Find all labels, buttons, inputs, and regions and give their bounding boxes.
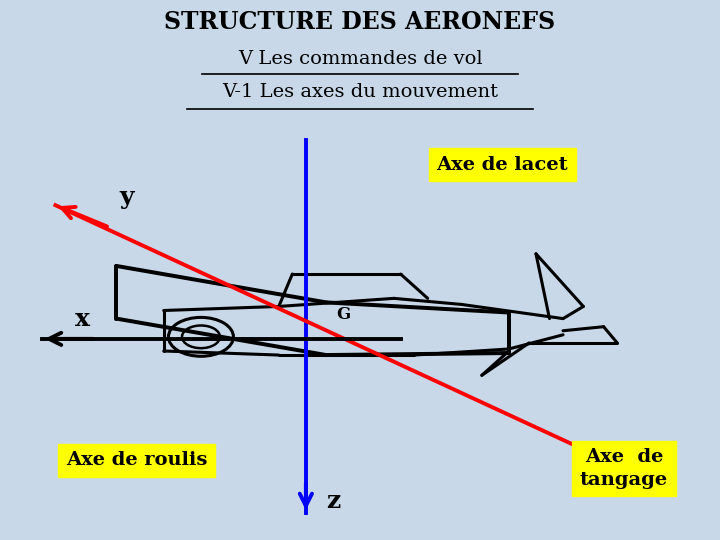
Text: y: y [120, 185, 134, 209]
Text: Axe  de
tangage: Axe de tangage [580, 448, 668, 489]
Text: Axe de roulis: Axe de roulis [66, 451, 207, 469]
Text: V Les commandes de vol: V Les commandes de vol [238, 50, 482, 68]
Text: G: G [336, 306, 351, 323]
Text: Axe de lacet: Axe de lacet [436, 156, 568, 174]
Text: STRUCTURE DES AERONEFS: STRUCTURE DES AERONEFS [164, 10, 556, 33]
Text: x: x [75, 307, 90, 330]
Text: z: z [326, 489, 340, 513]
Text: V-1 Les axes du mouvement: V-1 Les axes du mouvement [222, 83, 498, 101]
